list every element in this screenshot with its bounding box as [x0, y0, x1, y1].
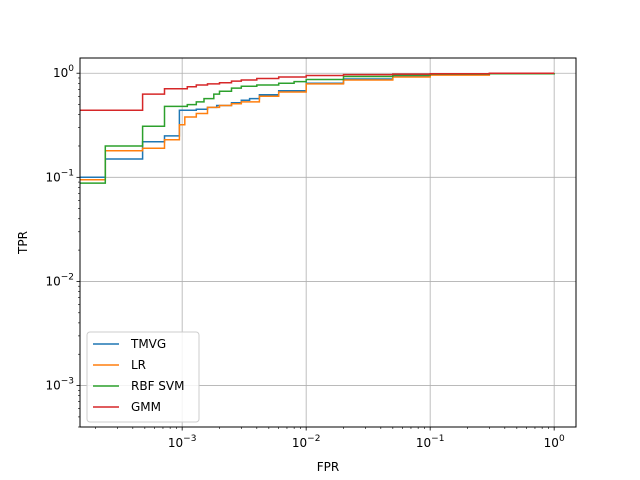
x-tick-label: 10−2 — [292, 434, 321, 450]
series-line-rbf-svm — [80, 72, 555, 184]
y-tick-label: 10−3 — [45, 377, 74, 393]
y-tick-label: 10−2 — [45, 272, 74, 288]
y-tick-label: 100 — [53, 64, 74, 80]
x-tick-label: 10−3 — [168, 434, 197, 450]
legend-label: LR — [131, 358, 146, 372]
legend-label: GMM — [131, 400, 161, 414]
legend-box — [86, 331, 200, 423]
legend: TMVG LR RBF SVM GMM — [86, 331, 200, 423]
series-lines — [80, 72, 555, 184]
legend-label: RBF SVM — [131, 379, 184, 393]
series-line-tmvg — [80, 72, 555, 179]
axis-ticks: 10−3 10−2 10−1 100 10−3 10−2 10−1 100 — [45, 64, 565, 450]
legend-label: TMVG — [130, 337, 166, 351]
y-axis-label: TPR — [16, 231, 30, 255]
y-tick-label: 10−1 — [45, 168, 74, 184]
series-line-gmm — [80, 72, 555, 112]
x-axis-label: FPR — [317, 460, 339, 474]
x-tick-label: 100 — [544, 434, 565, 450]
plot-area-frame — [79, 57, 577, 428]
x-tick-label: 10−1 — [416, 434, 445, 450]
